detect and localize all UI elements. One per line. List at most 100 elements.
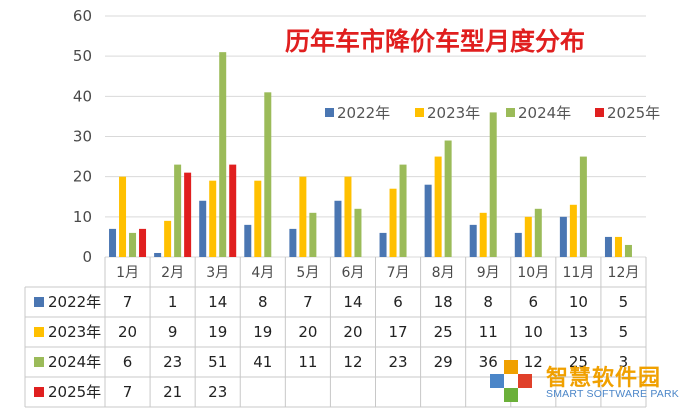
table-cell-value: 11: [479, 323, 498, 341]
table-cell-value: 6: [123, 353, 133, 371]
bar: [389, 188, 397, 257]
x-tick-label: 2月: [161, 265, 184, 281]
y-tick-label: 0: [82, 248, 92, 266]
bar: [154, 252, 162, 257]
bar: [354, 208, 362, 257]
chart-title: 历年车市降价车型月度分布: [285, 27, 585, 56]
bar: [344, 176, 352, 257]
table-cell-value: 7: [123, 383, 133, 401]
row-legend-key: [34, 357, 44, 367]
table-cell-value: 5: [619, 323, 629, 341]
row-series-label: 2022年: [48, 293, 101, 311]
bar: [174, 164, 182, 257]
table-cell-value: 25: [434, 323, 453, 341]
bar: [444, 140, 452, 257]
y-tick-label: 10: [73, 208, 92, 226]
x-tick-label: 12月: [608, 265, 640, 281]
bar: [129, 232, 137, 257]
table-cell-value: 18: [434, 293, 453, 311]
table-cell-value: 20: [343, 323, 362, 341]
row-legend-key: [34, 297, 44, 307]
table-cell-value: 36: [479, 353, 498, 371]
watermark: 智慧软件园 SMART SOFTWARE PARK: [486, 356, 682, 406]
y-axis-ticks: 0 10 20 30 40 50 60: [73, 7, 92, 266]
legend-label: 2024年: [518, 104, 571, 122]
table-cell-value: 51: [208, 353, 227, 371]
legend-key: [595, 108, 604, 117]
bar: [109, 228, 117, 257]
table-cell-value: 9: [168, 323, 178, 341]
table-cell-value: 7: [123, 293, 133, 311]
x-tick-label: 8月: [432, 265, 455, 281]
legend-label: 2025年: [607, 104, 660, 122]
table-cell-value: 12: [343, 353, 362, 371]
table-cell-value: 14: [343, 293, 362, 311]
table-cell-value: 3: [619, 353, 629, 371]
bar: [569, 204, 577, 257]
table-cell-value: 23: [208, 383, 227, 401]
bar: [164, 220, 172, 257]
table-cell-value: 19: [253, 323, 272, 341]
table-cell-value: 21: [163, 383, 182, 401]
table-cell-value: 25: [569, 353, 588, 371]
table-cell-value: 20: [118, 323, 137, 341]
legend-key: [506, 108, 515, 117]
table-cell-value: 6: [529, 293, 539, 311]
bar: [219, 52, 227, 258]
table-cell-value: 20: [298, 323, 317, 341]
row-series-label: 2025年: [48, 383, 101, 401]
bar: [559, 216, 567, 257]
x-tick-label: 10月: [517, 265, 549, 281]
row-series-label: 2024年: [48, 353, 101, 371]
table-cell-value: 5: [619, 293, 629, 311]
bar: [479, 212, 487, 257]
legend-key: [415, 108, 424, 117]
watermark-subtitle: SMART SOFTWARE PARK: [546, 388, 679, 400]
table-cell-value: 19: [208, 323, 227, 341]
legend: 2022年 2023年 2024年 2025年: [325, 104, 660, 122]
bar: [424, 184, 432, 257]
bar: [379, 232, 387, 257]
bar: [489, 112, 497, 258]
table-cell-value: 14: [208, 293, 227, 311]
bar: [254, 180, 262, 257]
table-cell-value: 1: [168, 293, 178, 311]
row-legend-key: [34, 387, 44, 397]
bar: [289, 228, 297, 257]
bar: [309, 212, 317, 257]
bar: [184, 172, 192, 257]
table-cell-value: 8: [258, 293, 268, 311]
table-cell-value: 23: [388, 353, 407, 371]
bar: [119, 176, 127, 257]
legend-label: 2023年: [427, 104, 480, 122]
table-cell-value: 7: [303, 293, 313, 311]
x-tick-label: 6月: [341, 265, 364, 281]
bar: [434, 156, 442, 257]
bar: [579, 156, 587, 257]
bar: [514, 232, 522, 257]
table-cell-value: 6: [393, 293, 403, 311]
table-cell-value: 12: [524, 353, 543, 371]
x-tick-label: 1月: [116, 265, 139, 281]
table-cell-value: 11: [298, 353, 317, 371]
bar: [334, 200, 342, 257]
bar: [524, 216, 532, 257]
x-tick-label: 5月: [296, 265, 319, 281]
bar: [624, 244, 632, 257]
table-cell-value: 17: [388, 323, 407, 341]
table-cell-value: 10: [524, 323, 543, 341]
table-cell-value: 23: [163, 353, 182, 371]
table-cell-value: 29: [434, 353, 453, 371]
row-legend-key: [34, 327, 44, 337]
bar: [399, 164, 407, 257]
bar: [469, 224, 477, 257]
bar: [209, 180, 217, 257]
watermark-logo-icon: [490, 360, 532, 402]
table-cell-value: 41: [253, 353, 272, 371]
table-cell-value: 8: [483, 293, 493, 311]
x-tick-label: 7月: [387, 265, 410, 281]
bar: [614, 236, 622, 257]
legend-key: [325, 108, 334, 117]
bar: [299, 176, 307, 257]
